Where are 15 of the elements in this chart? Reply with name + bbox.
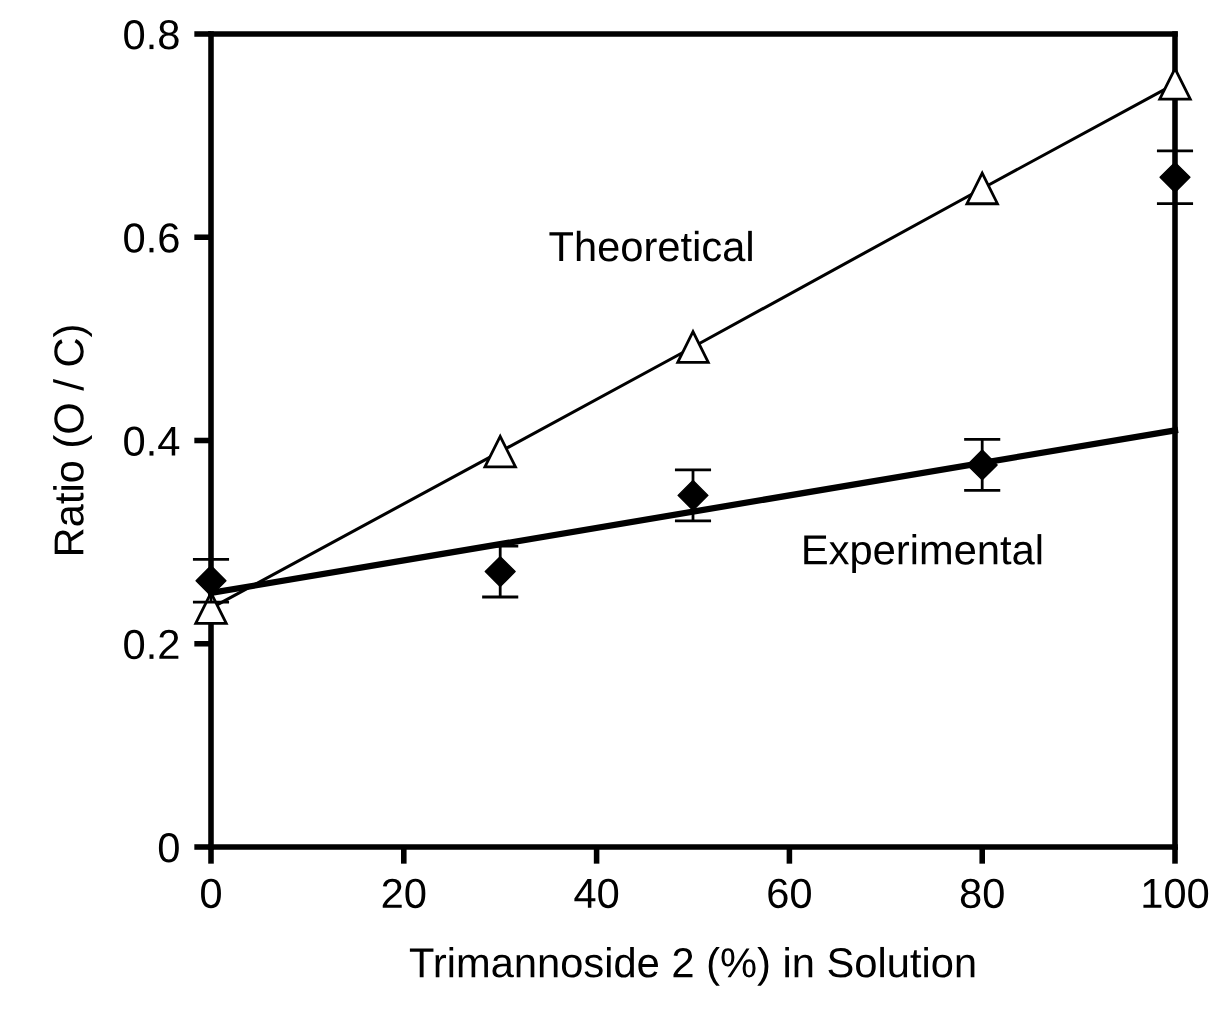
y-tick-label: 0	[158, 833, 179, 863]
y-tick-label: 0.6	[124, 223, 179, 253]
y-tick-label: 0.2	[124, 629, 179, 660]
annotation: Theoretical	[549, 230, 752, 262]
y-tick-label: 0.8	[124, 20, 179, 50]
y-tick-label: 0.4	[124, 426, 180, 457]
x-tick-label: 100	[1143, 878, 1209, 909]
x-tick-label: 40	[574, 878, 619, 909]
x-tick-label: 0	[201, 878, 221, 909]
x-tick-label: 20	[382, 878, 426, 909]
x-tick-label: 80	[960, 878, 1004, 909]
x-tick-label: 60	[768, 878, 811, 909]
annotation: Experimental	[804, 534, 1042, 573]
y-axis-title: Ratio (O / C)	[53, 326, 92, 554]
x-axis-title: Trimannoside 2 (%) in Solution	[409, 946, 975, 986]
